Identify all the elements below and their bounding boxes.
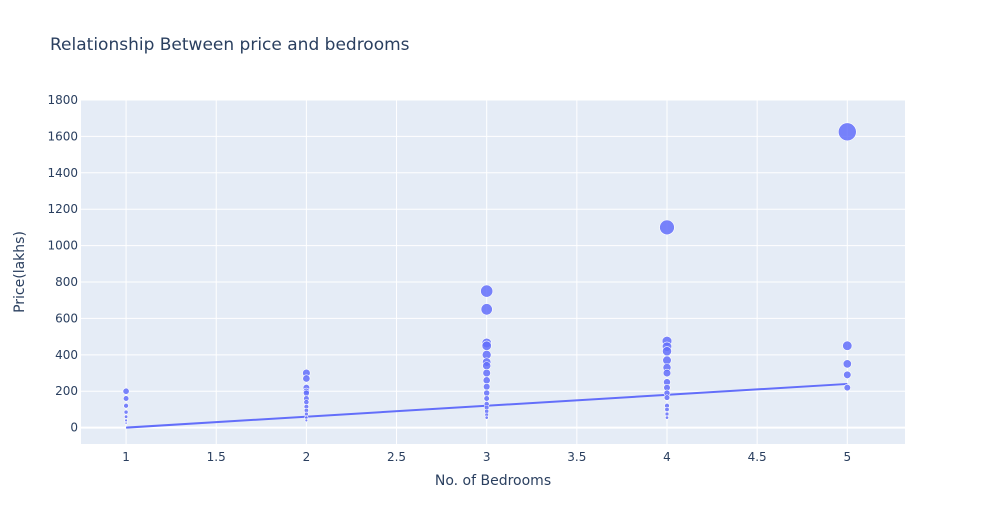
data-point[interactable] [480,303,493,316]
data-point[interactable] [124,414,129,419]
data-point[interactable] [303,389,310,397]
data-point[interactable] [842,359,852,369]
data-point[interactable] [122,387,130,395]
data-point[interactable] [843,370,852,379]
data-point[interactable] [664,411,670,417]
y-tick-label: 1400 [47,166,78,180]
x-tick-label: 4 [663,450,671,464]
y-tick-label: 1200 [47,202,78,216]
plot-area [81,100,905,444]
data-point[interactable] [843,383,851,392]
data-point[interactable] [483,383,491,391]
x-tick-label: 4.5 [748,450,767,464]
data-point[interactable] [122,395,130,402]
x-axis-title: No. of Bedrooms [435,473,551,489]
data-point[interactable] [303,399,310,406]
x-tick-labels: 1 1.5 2 2.5 3 3.5 4 4.5 5 [122,450,851,464]
data-point[interactable] [842,340,853,351]
data-point[interactable] [124,421,128,425]
x-tick-label: 3 [483,450,491,464]
data-point[interactable] [304,418,309,423]
data-point[interactable] [482,361,492,371]
y-axis-title: Price(lakhs) [12,231,28,313]
scatter-points [122,122,857,425]
data-point[interactable] [482,368,491,378]
y-tick-label: 200 [55,384,78,398]
data-point[interactable] [483,395,490,402]
data-point[interactable] [663,394,671,401]
data-point[interactable] [659,219,675,236]
x-tick-label: 1.5 [207,450,226,464]
y-tick-label: 1800 [47,93,78,107]
y-tick-labels: 0 200 400 600 800 1000 1200 1400 1600 1800 [47,93,78,435]
data-point[interactable] [662,346,672,357]
y-gridlines [81,99,905,429]
data-point[interactable] [484,415,489,420]
y-tick-label: 800 [55,275,78,289]
data-point[interactable] [665,415,669,420]
y-tick-label: 0 [70,421,78,435]
y-tick-label: 1600 [47,129,78,143]
y-tick-label: 400 [55,348,78,362]
x-tick-label: 2.5 [387,450,406,464]
data-point[interactable] [480,284,494,298]
x-tick-label: 2 [303,450,311,464]
y-tick-label: 1000 [47,239,78,253]
y-tick-label: 600 [55,311,78,325]
x-tick-label: 1 [122,450,130,464]
data-point[interactable] [838,122,857,142]
data-point[interactable] [483,389,491,397]
data-point[interactable] [124,418,128,423]
data-point[interactable] [664,406,670,412]
x-tick-label: 5 [843,450,851,464]
chart-title: Relationship Between price and bedrooms [50,35,410,55]
data-point[interactable] [123,403,129,409]
data-point[interactable] [482,376,491,385]
data-point[interactable] [302,374,311,383]
data-point[interactable] [481,340,492,351]
data-point[interactable] [662,368,672,378]
x-tick-label: 3.5 [567,450,586,464]
data-point[interactable] [304,411,309,417]
data-point[interactable] [123,409,129,415]
